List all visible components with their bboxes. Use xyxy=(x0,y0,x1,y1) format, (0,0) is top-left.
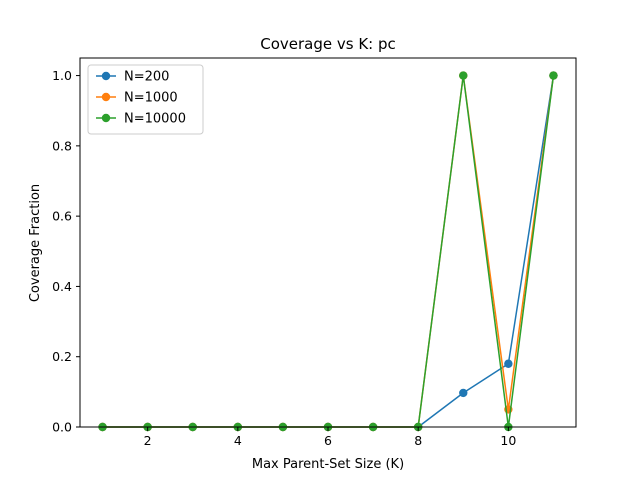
axes: 2 4 6 8 10 0.0 0.2 0.4 0.6 0.8 1.0 xyxy=(52,57,577,448)
legend-marker xyxy=(101,92,111,102)
x-tick-label: 2 xyxy=(144,433,152,448)
legend-marker xyxy=(101,113,111,123)
data-point xyxy=(504,359,513,368)
y-tick-label: 1.0 xyxy=(52,68,72,83)
y-tick-label: 0.0 xyxy=(52,420,72,435)
data-point xyxy=(459,71,468,80)
x-tick-label: 4 xyxy=(234,433,242,448)
x-axis-label: Max Parent-Set Size (K) xyxy=(252,457,404,472)
legend-label: N=200 xyxy=(124,70,169,85)
legend-label: N=1000 xyxy=(124,91,178,106)
y-tick-label: 0.8 xyxy=(52,138,72,153)
legend: N=200 N=1000 N=10000 xyxy=(87,64,204,135)
legend-item: N=1000 xyxy=(96,91,178,106)
y-axis-label: Coverage Fraction xyxy=(28,184,43,302)
x-tick-label: 8 xyxy=(414,433,422,448)
y-tick-label: 0.2 xyxy=(52,349,72,364)
legend-item: N=10000 xyxy=(96,112,186,127)
legend-box xyxy=(87,64,204,135)
legend-label: N=10000 xyxy=(124,112,186,127)
data-point xyxy=(459,388,468,398)
legend-marker xyxy=(101,71,111,81)
legend-item: N=200 xyxy=(96,70,169,85)
y-tick-label: 0.4 xyxy=(52,279,72,294)
x-tick-label: 6 xyxy=(324,433,332,448)
x-tick-label: 10 xyxy=(500,433,516,448)
y-tick-label: 0.6 xyxy=(52,209,72,224)
chart-title: Coverage vs K: pc xyxy=(260,35,396,53)
data-point xyxy=(549,71,558,80)
